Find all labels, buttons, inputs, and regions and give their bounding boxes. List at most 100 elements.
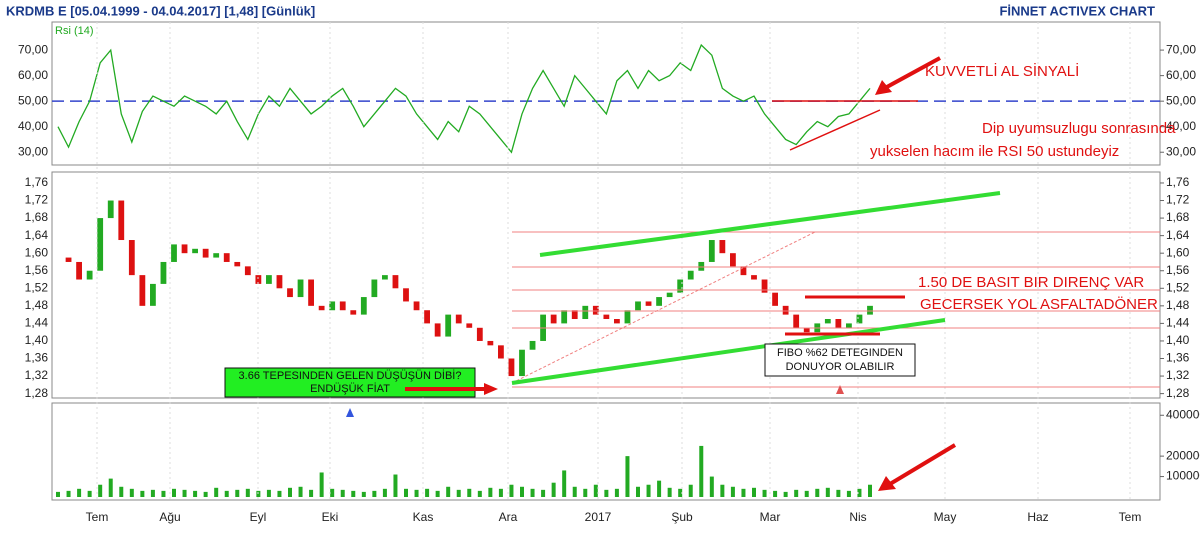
candle-body <box>498 345 504 359</box>
volume-bar <box>435 490 440 497</box>
candle-body <box>424 310 430 324</box>
volume-bar <box>330 488 335 497</box>
candle-body <box>603 314 610 320</box>
volume-bar <box>720 484 725 497</box>
volume-bar <box>87 490 92 497</box>
volume-bar <box>551 482 556 497</box>
trend-line <box>789 109 881 151</box>
candle-body <box>266 275 272 284</box>
annotation: yukselen hacım ile RSI 50 ustundeyiz <box>870 143 1119 160</box>
x-tick-label: 2017 <box>585 510 612 524</box>
volume-bar <box>646 484 651 497</box>
volume-bar <box>456 489 461 497</box>
candle-body <box>150 283 156 306</box>
volume-bar <box>425 488 430 497</box>
volume-bar <box>657 480 662 497</box>
arrow-head <box>875 80 892 95</box>
y-tick-label: 1,56 <box>1166 263 1190 277</box>
volume-bar <box>309 489 314 497</box>
x-tick-label: Tem <box>1119 510 1142 524</box>
candle-body <box>308 279 314 306</box>
volume-bar <box>245 488 250 497</box>
volume-bar <box>868 484 872 497</box>
candle-body <box>476 327 483 341</box>
candle-body <box>519 349 525 377</box>
candle-body <box>698 261 705 271</box>
volume-bar <box>182 489 187 497</box>
candle-body <box>582 305 589 320</box>
candle-body <box>782 305 789 315</box>
candle-body <box>624 310 631 324</box>
volume-bar <box>636 486 640 497</box>
volume-bar <box>414 489 419 497</box>
candle-body <box>487 340 494 346</box>
volume-bar <box>509 484 514 497</box>
drawings <box>224 56 1160 491</box>
annotation: KUVVETLİ AL SİNYALİ <box>925 62 1079 80</box>
candle-body <box>181 244 188 254</box>
candle-body <box>719 240 726 254</box>
y-tick-label: 1,36 <box>1166 351 1190 365</box>
y-tick-label: 50,00 <box>18 93 48 107</box>
candle-body <box>445 314 452 337</box>
candle-body <box>160 261 167 284</box>
arrow-head <box>878 476 896 491</box>
labels: 30,00 30,00 40,00 40,00 50,00 50,00 60,00 60,00… <box>18 25 1200 524</box>
candle-body <box>382 275 388 280</box>
volume-bar <box>804 490 809 497</box>
volume-bar <box>161 490 166 497</box>
panel-title: Rsi (14) <box>55 25 94 37</box>
arrow <box>888 443 957 486</box>
volume-bar <box>266 489 271 497</box>
volume-bar <box>193 490 198 497</box>
panel-frame <box>51 171 1161 399</box>
volume-bar <box>372 490 377 497</box>
x-tick-label: Eki <box>322 510 339 524</box>
candle-body <box>824 319 831 324</box>
candle-body <box>223 253 230 262</box>
volume-bar <box>614 488 619 497</box>
candle-body <box>677 279 684 293</box>
candle-body <box>656 297 662 306</box>
panels <box>51 21 1161 501</box>
y-tick-label: 400000 <box>1166 407 1200 421</box>
volume-bar <box>583 488 588 497</box>
y-tick-label: 60,00 <box>1166 68 1196 82</box>
y-tick-label: 1,44 <box>1166 316 1190 330</box>
volume-bar <box>467 488 472 497</box>
y-tick-label: 1,48 <box>25 298 49 312</box>
volume-bar <box>298 486 303 497</box>
candle-body <box>255 275 262 284</box>
volume-bar <box>98 484 103 497</box>
candle-body <box>708 240 715 262</box>
volume-bar <box>235 489 240 497</box>
x-tick-label: Nis <box>849 510 866 524</box>
note-box <box>224 367 476 398</box>
y-tick-label: 30,00 <box>18 144 48 158</box>
volume-bar <box>393 474 398 497</box>
volume-bar <box>140 490 145 497</box>
candle-body <box>339 301 346 311</box>
y-tick-label: 1,48 <box>1166 298 1190 312</box>
candle-body <box>244 266 251 276</box>
candle-body <box>455 314 462 324</box>
volume-bar <box>404 488 408 497</box>
y-tick-label: 1,72 <box>25 193 49 207</box>
volume-bar <box>667 487 672 497</box>
fibo-levels <box>511 231 1160 388</box>
candle-body <box>645 301 652 306</box>
y-tick-label: 200000 <box>1166 448 1200 462</box>
candle-body <box>614 319 620 324</box>
volume-bar <box>678 488 683 497</box>
candle-body <box>192 248 198 254</box>
volume-bar <box>498 488 503 497</box>
y-tick-label: 1,32 <box>1166 368 1190 382</box>
candle-body <box>666 292 673 298</box>
candle-body <box>360 297 367 315</box>
candle-body <box>97 218 104 271</box>
y-tick-label: 1,76 <box>25 175 49 189</box>
volume-bar <box>572 486 577 497</box>
volume-bar <box>815 488 820 497</box>
candle-body <box>550 314 557 324</box>
